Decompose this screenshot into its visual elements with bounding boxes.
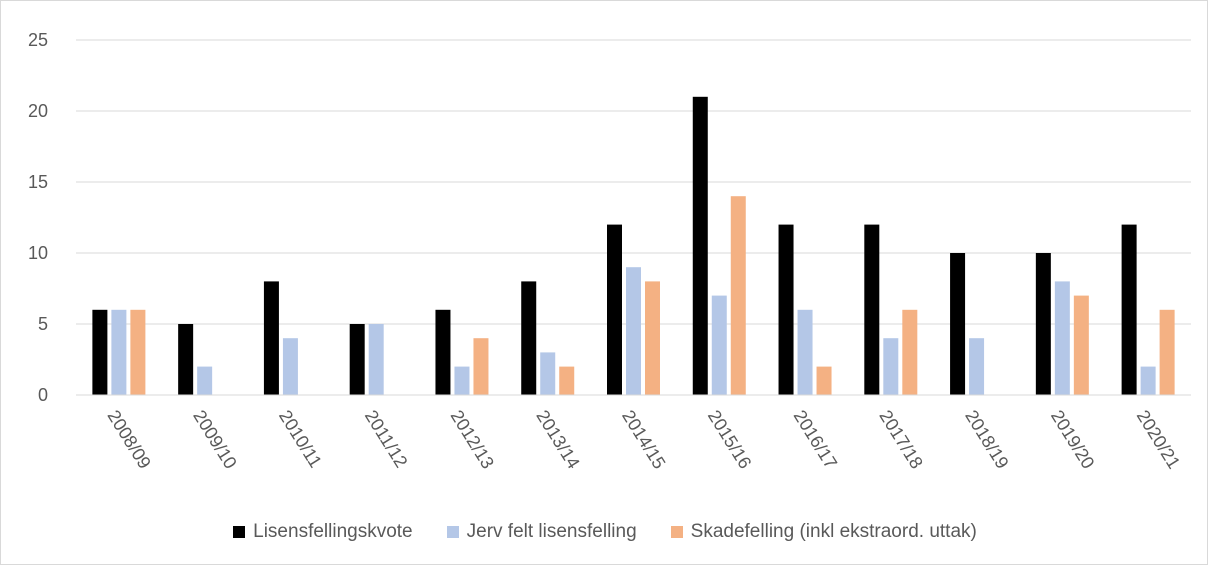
bar xyxy=(92,309,108,395)
bars xyxy=(92,96,1175,396)
x-tick-label: 2018/19 xyxy=(961,407,1012,473)
bar xyxy=(1035,253,1051,395)
x-tick-label: 2020/21 xyxy=(1133,407,1184,473)
legend-label: Lisensfellingskvote xyxy=(253,521,413,542)
y-tick-label: 25 xyxy=(28,30,48,50)
y-tick-label: 5 xyxy=(38,314,48,334)
x-tick-label: 2014/15 xyxy=(618,407,669,473)
x-tick-label: 2009/10 xyxy=(189,407,240,473)
x-tick-label: 2008/09 xyxy=(103,407,154,473)
legend-item: Lisensfellingskvote xyxy=(233,521,413,543)
bar xyxy=(473,338,489,395)
bar xyxy=(692,96,708,396)
x-tick-label: 2013/14 xyxy=(532,407,583,473)
x-tick-label: 2011/12 xyxy=(361,407,412,472)
bar xyxy=(540,352,556,395)
legend-item: Jerv felt lisensfelling xyxy=(446,521,637,543)
legend-item: Skadefelling (inkl ekstraord. uttak) xyxy=(670,521,977,543)
legend-swatch xyxy=(670,526,683,538)
bar xyxy=(950,253,966,395)
y-tick-label: 0 xyxy=(38,385,48,405)
bar xyxy=(1121,224,1137,395)
bar xyxy=(559,366,575,395)
bar xyxy=(263,281,279,395)
bar xyxy=(178,324,194,395)
bar xyxy=(282,338,298,395)
x-tick-label: 2015/16 xyxy=(704,407,755,473)
y-axis-ticks: 0 5 10 15 20 25 xyxy=(28,30,48,405)
bar xyxy=(711,295,727,395)
bar xyxy=(435,309,451,395)
bar xyxy=(368,324,384,395)
bar xyxy=(1159,309,1175,395)
x-tick-label: 2017/18 xyxy=(875,407,926,473)
bar xyxy=(902,309,918,395)
y-tick-label: 20 xyxy=(28,101,48,121)
grid-lines xyxy=(76,39,1191,325)
bar xyxy=(130,309,146,395)
bar xyxy=(1140,366,1156,395)
bar xyxy=(778,224,794,395)
bar xyxy=(521,281,537,395)
x-axis-ticks: 2008/09 2009/10 2010/11 2011/12 2012/13 2013/… xyxy=(103,407,1184,473)
bar xyxy=(626,267,641,395)
bar xyxy=(797,309,813,395)
legend: Lisensfellingskvote Jerv felt lisensfelli… xyxy=(1,521,1208,543)
x-tick-label: 2010/11 xyxy=(275,407,326,472)
bar xyxy=(816,366,832,395)
bar xyxy=(1054,281,1070,395)
y-tick-label: 15 xyxy=(28,172,48,192)
legend-label: Skadefelling (inkl ekstraord. uttak) xyxy=(690,521,977,542)
bar xyxy=(730,196,746,395)
bar xyxy=(883,338,899,395)
legend-label: Jerv felt lisensfelling xyxy=(466,521,637,542)
bar xyxy=(864,224,880,395)
legend-swatch xyxy=(446,526,459,538)
bar xyxy=(197,366,213,395)
y-tick-label: 10 xyxy=(28,243,48,263)
bar xyxy=(111,309,127,395)
bar xyxy=(645,281,660,395)
bar xyxy=(454,366,470,395)
bar xyxy=(607,224,622,395)
bar xyxy=(969,338,985,395)
legend-swatch xyxy=(233,526,246,538)
bar xyxy=(1073,295,1089,395)
x-tick-label: 2012/13 xyxy=(447,407,498,473)
x-tick-label: 2016/17 xyxy=(790,407,841,473)
x-tick-label: 2019/20 xyxy=(1047,407,1098,473)
bar xyxy=(349,324,365,395)
